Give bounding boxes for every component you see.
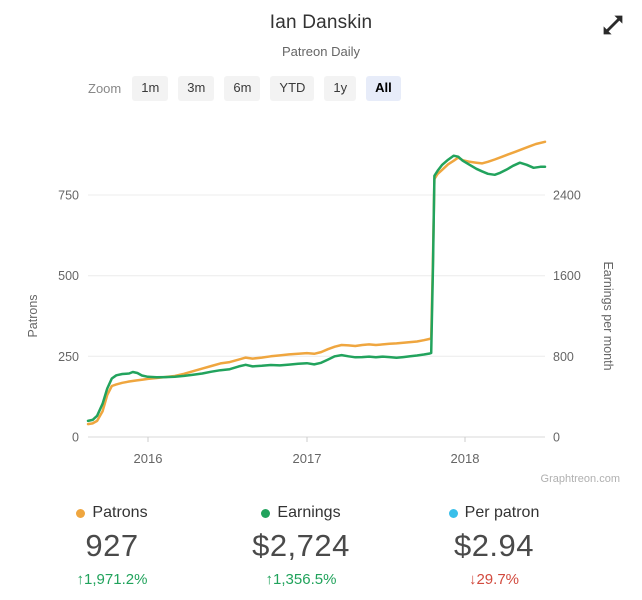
stat-value-per-patron: $2.94 [453, 527, 535, 563]
svg-text:2400: 2400 [553, 189, 581, 203]
stat-label: Patrons [92, 504, 148, 521]
stat-change-patrons: ↑1,971.2% [24, 571, 200, 588]
stat-card-patrons: Patrons 927 ↑1,971.2% [24, 504, 200, 588]
earnings-series-dot-icon [261, 508, 271, 518]
stat-label: Per patron [464, 504, 540, 521]
stat-label: Earnings [277, 504, 341, 521]
stat-change-pct: 29.7% [476, 570, 520, 588]
svg-text:0: 0 [72, 431, 79, 445]
stat-value-earnings: $2,724 [252, 527, 350, 563]
svg-text:500: 500 [58, 269, 79, 283]
stat-change-pct: 1,971.2% [84, 570, 148, 588]
expand-chart-button[interactable] [596, 8, 630, 42]
stat-card-earnings: Earnings $2,724 ↑1,356.5% [213, 504, 389, 588]
svg-text:Graphtreon.com: Graphtreon.com [541, 473, 620, 485]
legend-item-earnings[interactable]: Earnings [261, 504, 341, 522]
zoom-button-all[interactable]: All [366, 76, 401, 101]
per-patron-series-dot-icon [448, 508, 458, 518]
svg-text:0: 0 [553, 431, 560, 445]
chart-canvas[interactable]: 2016 2017 2018 0 250 500 750 0 800 1600 2400 Patron… [0, 118, 642, 493]
svg-text:Patrons: Patrons [26, 294, 40, 337]
stat-change-earnings: ↑1,356.5% [213, 571, 389, 588]
up-arrow-icon: ↑ [265, 570, 274, 588]
legend-item-per-patron[interactable]: Per patron [448, 504, 540, 522]
stat-card-per-patron: Per patron $2.94 ↓29.7% [406, 504, 582, 588]
stat-change-per-patron: ↓29.7% [406, 571, 582, 588]
page-subtitle: Patreon Daily [281, 44, 361, 59]
svg-text:1600: 1600 [553, 269, 581, 283]
zoom-button-3m[interactable]: 3m [178, 76, 215, 101]
down-arrow-icon: ↓ [468, 570, 477, 588]
expand-arrows-icon [603, 15, 623, 35]
page-title: Ian Danskin [269, 12, 373, 33]
legend-item-patrons[interactable]: Patrons [76, 504, 148, 522]
svg-text:750: 750 [58, 189, 79, 203]
stat-value-patrons: 927 [85, 527, 139, 563]
svg-text:2018: 2018 [451, 451, 480, 466]
zoom-button-ytd[interactable]: YTD [270, 76, 315, 101]
svg-text:800: 800 [553, 350, 574, 364]
zoom-button-1m[interactable]: 1m [132, 76, 169, 101]
up-arrow-icon: ↑ [76, 570, 85, 588]
patrons-series-dot-icon [76, 508, 86, 518]
svg-text:2016: 2016 [134, 451, 163, 466]
zoom-button-6m[interactable]: 6m [224, 76, 261, 101]
zoom-label: Zoom [88, 80, 122, 96]
svg-text:250: 250 [58, 350, 79, 364]
stat-change-pct: 1,356.5% [273, 570, 337, 588]
zoom-button-1y[interactable]: 1y [324, 76, 357, 101]
zoom-toolbar: Zoom 1m 3m 6m YTD 1y All [88, 76, 401, 101]
svg-text:2017: 2017 [293, 451, 322, 466]
svg-text:Earnings per month: Earnings per month [601, 261, 615, 370]
